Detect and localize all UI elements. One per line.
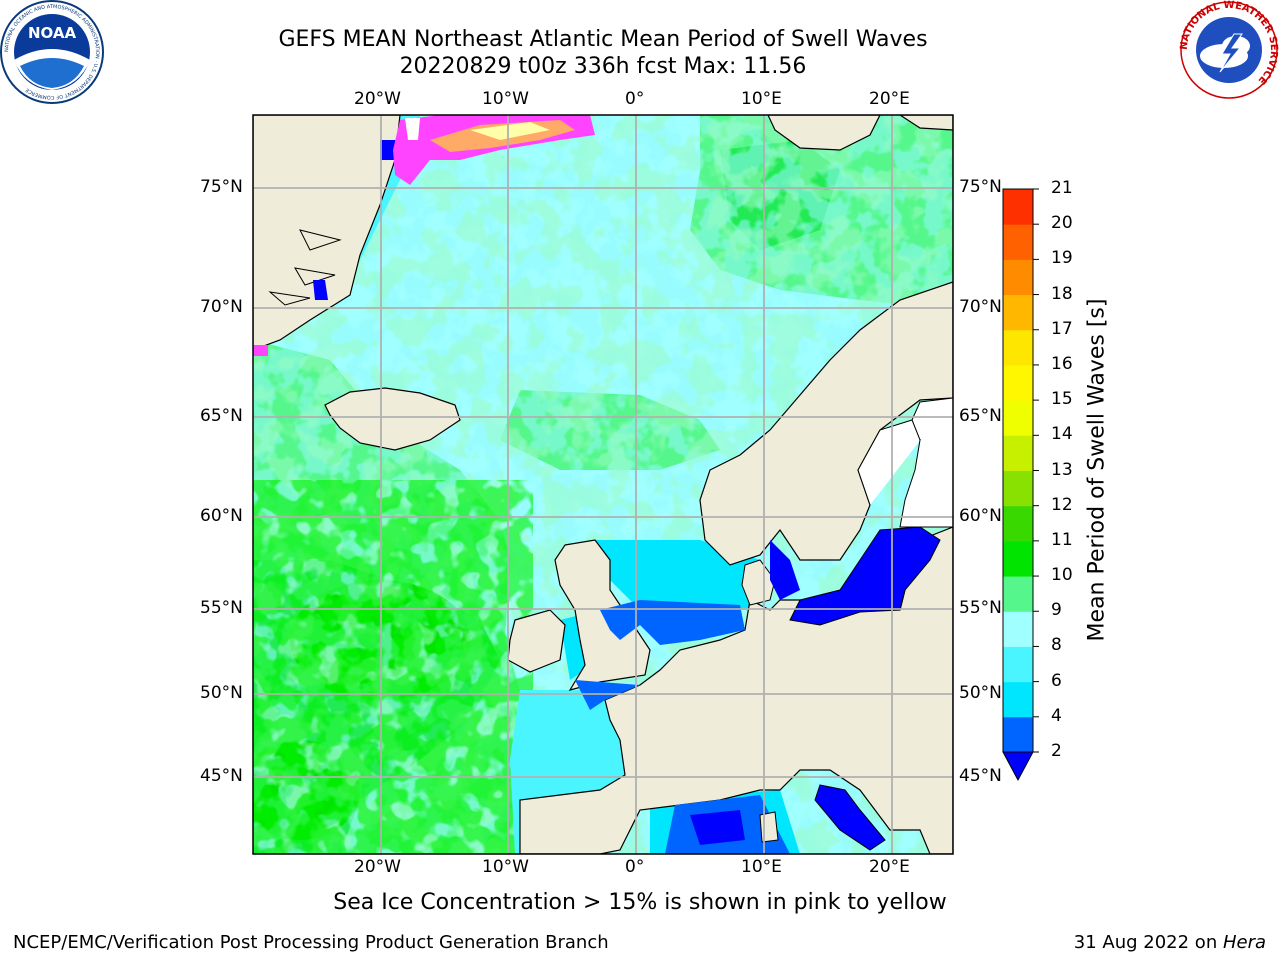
map-frame (252, 114, 954, 855)
colorbar-segment (1003, 681, 1033, 718)
colorbar-segment (1003, 400, 1033, 436)
colorbar-tick-label: 18 (1051, 283, 1073, 304)
noaa-logo: NOAA NATIONAL OCEANIC AND ATMOSPHERIC AD… (0, 0, 104, 104)
graticule (253, 115, 953, 854)
colorbar-segment (1003, 611, 1033, 647)
colorbar-segment (1003, 716, 1033, 753)
lat-label-right: 45°N (959, 766, 1002, 786)
sea-ice-note: Sea Ice Concentration > 15% is shown in … (333, 890, 947, 915)
north-sea-south (640, 600, 745, 645)
lon-label-top: 0° (625, 89, 645, 109)
baltic-sea (789, 526, 941, 626)
colorbar-segment (1003, 505, 1033, 542)
colorbar-tick-label: 12 (1051, 494, 1073, 515)
lat-label-left: 55°N (200, 598, 243, 618)
map-subtitle: 20220829 t00z 336h fcst Max: 11.56 (399, 54, 807, 79)
colorbar-segment (1003, 189, 1033, 225)
colorbar-tick-label: 4 (1051, 705, 1062, 726)
colorbar-tick-label: 20 (1051, 213, 1073, 234)
lat-label-left: 45°N (200, 766, 243, 786)
colorbar-tick-label: 10 (1051, 565, 1073, 586)
colorbar-segment (1003, 329, 1033, 366)
colorbar-tick-label: 13 (1051, 459, 1073, 480)
lat-label-right: 75°N (959, 177, 1002, 197)
lon-label-bottom: 20°E (869, 857, 910, 877)
colorbar-segment (1003, 294, 1033, 331)
lon-label-bottom: 0° (625, 857, 645, 877)
machine-name: Hera (1222, 932, 1266, 953)
lat-label-right: 70°N (959, 297, 1002, 317)
adriatic-sea (814, 784, 886, 851)
sea-ice-yellow (470, 122, 550, 140)
lat-label-left: 50°N (200, 683, 243, 703)
lat-label-right: 50°N (959, 683, 1002, 703)
colorbar-tick-label: 19 (1051, 248, 1073, 269)
colorbar-tick-label: 6 (1051, 670, 1062, 691)
land-iceland (324, 387, 461, 451)
colorbar-tick-label: 11 (1051, 529, 1073, 550)
colorbar-extend-arrow (1002, 751, 1034, 782)
colorbar-segment (1003, 364, 1033, 401)
noaa-logo-text: NOAA (28, 24, 77, 42)
date-stamp: 31 Aug 2022 on Hera (1074, 932, 1266, 953)
colorbar-tick-label: 16 (1051, 353, 1073, 374)
lat-label-right: 60°N (959, 506, 1002, 526)
lat-label-left: 60°N (200, 506, 243, 526)
colorbar-segment (1003, 435, 1033, 471)
colorbar-tick-label: 8 (1051, 635, 1062, 656)
lon-label-bottom: 10°E (741, 857, 782, 877)
colorbar-segment (1003, 259, 1033, 296)
colorbar-tick-label: 9 (1051, 600, 1062, 621)
colorbar-segment (1003, 540, 1033, 577)
colorbar-segment (1003, 224, 1033, 260)
lat-label-left: 65°N (200, 406, 243, 426)
colorbar-tick-label: 21 (1051, 178, 1073, 198)
land-svalbard (767, 115, 881, 151)
lat-label-left: 70°N (200, 297, 243, 317)
lon-label-top: 10°E (741, 89, 782, 109)
lat-label-left: 75°N (200, 177, 243, 197)
credit-line: NCEP/EMC/Verification Post Processing Pr… (13, 932, 609, 953)
lon-label-top: 20°E (869, 89, 910, 109)
lat-label-right: 65°N (959, 406, 1002, 426)
colorbar-segment (1003, 470, 1033, 507)
lon-label-top: 10°W (482, 89, 529, 109)
land-ireland (507, 609, 566, 673)
lat-label-right: 55°N (959, 598, 1002, 618)
colorbar-segment (1003, 576, 1033, 612)
colorbar-tick-label: 2 (1051, 741, 1062, 761)
date-text: 31 Aug 2022 on (1073, 932, 1223, 953)
colorbar (1002, 188, 1039, 782)
colorbar-tick-label: 17 (1051, 318, 1073, 339)
colorbar-segment (1003, 646, 1033, 683)
nws-logo: NATIONAL WEATHER SERVICE (1179, 0, 1279, 99)
lon-label-bottom: 20°W (354, 857, 401, 877)
colorbar-tick-label: 15 (1051, 389, 1073, 410)
lon-label-bottom: 10°W (482, 857, 529, 877)
colorbar-tick-label: 14 (1051, 424, 1073, 445)
map-title: GEFS MEAN Northeast Atlantic Mean Period… (278, 27, 928, 52)
lon-label-top: 20°W (354, 89, 401, 109)
